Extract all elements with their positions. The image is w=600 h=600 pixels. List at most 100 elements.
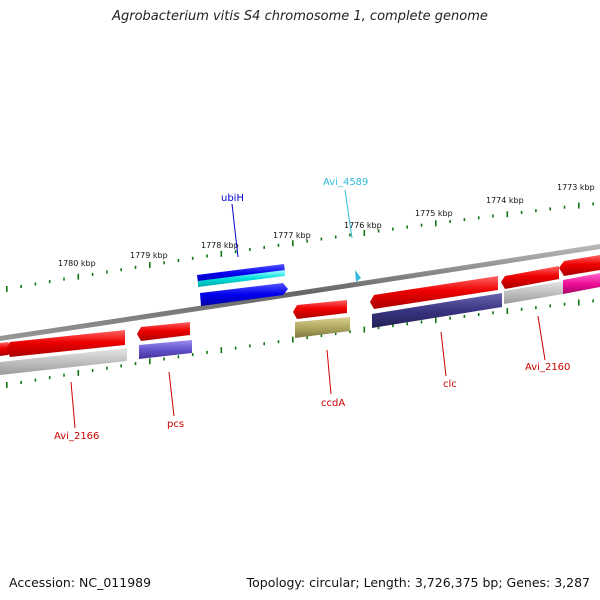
outer-scale-tick xyxy=(220,250,223,257)
leader-line-clc xyxy=(440,331,447,377)
gene-feature-Avi_2166[interactable] xyxy=(6,330,125,357)
inner-scale-tick xyxy=(506,308,509,314)
outer-scale-tick xyxy=(120,268,122,272)
gene-feature-right-edge-cds[interactable] xyxy=(559,255,600,276)
gene-label-clc[interactable]: clc xyxy=(443,379,457,390)
leader-line-Avi_2166 xyxy=(70,381,76,429)
outer-scale-tick xyxy=(277,243,280,247)
gene-label-Avi_2160[interactable]: Avi_2160 xyxy=(525,362,570,373)
inner-scale-tick xyxy=(234,346,237,350)
outer-scale-ticks xyxy=(6,202,594,292)
inner-scale-tick xyxy=(349,330,351,334)
inner-scale-tick xyxy=(134,362,137,366)
outer-scale-tick xyxy=(34,282,37,286)
gene-label-ccdA[interactable]: ccdA xyxy=(321,398,345,409)
inner-scale-tick xyxy=(220,347,223,354)
outer-scale-tick xyxy=(177,259,180,262)
outer-scale-tick xyxy=(520,210,523,214)
gene-feature-ubiH-cyan[interactable] xyxy=(198,270,285,287)
outer-scale-tick xyxy=(563,205,566,209)
inner-scale-tick xyxy=(520,307,523,311)
chromosome-backbone xyxy=(0,244,600,341)
gene-feature-ccdA[interactable] xyxy=(295,317,350,338)
gene-feature-ubiH-top[interactable] xyxy=(197,264,285,283)
gene-label-pcs[interactable]: pcs xyxy=(167,419,184,430)
inner-scale-tick xyxy=(120,364,122,368)
gene-label-Avi_4589[interactable]: Avi_4589 xyxy=(323,177,368,188)
outer-scale-tick xyxy=(249,248,251,251)
outer-scale-tick xyxy=(149,262,151,268)
outer-scale-tick xyxy=(263,245,265,249)
outer-scale-tick xyxy=(234,250,237,254)
inner-scale-tick xyxy=(277,340,280,344)
outer-scale-tick xyxy=(134,265,137,269)
gene-feature-Avi_2166-grey[interactable] xyxy=(0,348,127,375)
inner-scale-tick xyxy=(149,358,151,365)
outer-scale-tick xyxy=(549,207,551,211)
outer-scale-tick xyxy=(420,223,423,227)
gene-label-ubiH[interactable]: ubiH xyxy=(221,193,244,204)
gene-feature-pcs-cds[interactable] xyxy=(137,322,190,341)
gene-feature-Avi_4589-marker[interactable] xyxy=(355,270,361,282)
outer-scale-tick xyxy=(349,233,351,237)
outer-scale-tick xyxy=(163,261,165,265)
outer-scale-tick xyxy=(191,256,194,260)
inner-scale-tick xyxy=(592,299,594,303)
inner-scale-tick xyxy=(48,376,51,380)
outer-scale-tick xyxy=(392,227,394,231)
scale-label-1773: 1773 kbp xyxy=(557,183,595,192)
inner-scale-tick xyxy=(477,313,480,317)
outer-scale-tick xyxy=(506,211,509,218)
gene-feature-Avi_2160-grey[interactable] xyxy=(504,281,563,304)
scale-label-1778: 1778 kbp xyxy=(201,241,239,250)
inner-scale-tick xyxy=(492,311,494,315)
inner-scale-tick xyxy=(320,334,323,338)
inner-scale-tick xyxy=(435,317,437,324)
outer-scale-tick xyxy=(435,220,437,227)
inner-scale-tick xyxy=(91,369,94,372)
outer-scale-tick xyxy=(492,214,494,218)
gene-feature-pcs[interactable] xyxy=(139,340,192,359)
accession-text: Accession: NC_011989 xyxy=(9,575,152,590)
outer-scale-tick xyxy=(463,218,466,222)
outer-scale-tick xyxy=(578,202,580,209)
inner-scale-tick xyxy=(406,322,408,326)
outer-scale-tick xyxy=(106,270,108,274)
inner-scale-tick xyxy=(334,332,337,336)
inner-scale-tick xyxy=(463,314,466,318)
gene-feature-Avi_2160-cds[interactable] xyxy=(501,266,559,289)
gene-feature-ubiH-arrow[interactable] xyxy=(200,283,288,306)
gene-feature-ccdA-cds[interactable] xyxy=(293,300,347,319)
inner-scale-tick xyxy=(77,369,80,376)
inner-scale-tick xyxy=(549,304,551,308)
leader-line-ccdA xyxy=(326,349,332,395)
outer-scale-tick xyxy=(63,277,65,281)
gene-feature-clc-cds[interactable] xyxy=(370,276,498,309)
outer-scale-tick xyxy=(477,216,480,220)
inner-scale-tick xyxy=(292,336,294,343)
outer-scale-tick xyxy=(91,272,94,276)
outer-scale-tick xyxy=(363,230,366,236)
scale-label-1775: 1775 kbp xyxy=(415,209,453,218)
inner-scale-tick xyxy=(306,336,308,340)
scale-label-1776: 1776 kbp xyxy=(344,221,382,230)
gene-feature-right-edge-magenta[interactable] xyxy=(563,273,600,294)
inner-scale-tick xyxy=(263,342,265,346)
scale-label-1777: 1777 kbp xyxy=(273,231,311,240)
outer-scale-tick xyxy=(20,285,22,288)
outer-scale-tick xyxy=(406,225,408,229)
gene-feature-clc[interactable] xyxy=(372,293,502,328)
outer-scale-tick xyxy=(320,237,323,241)
inner-scale-ticks xyxy=(6,299,594,388)
inner-scale-tick xyxy=(563,302,566,306)
inner-scale-tick xyxy=(106,366,108,370)
inner-scale-tick xyxy=(578,299,580,306)
gene-label-Avi_2166[interactable]: Avi_2166 xyxy=(54,431,99,442)
inner-scale-tick xyxy=(63,373,65,377)
inner-scale-tick xyxy=(163,357,165,361)
inner-scale-tick xyxy=(34,378,37,382)
outer-scale-tick xyxy=(306,239,308,243)
topology-text: Topology: circular; Length: 3,726,375 bp… xyxy=(246,575,590,590)
inner-scale-tick xyxy=(535,306,537,310)
inner-scale-tick xyxy=(6,382,8,388)
